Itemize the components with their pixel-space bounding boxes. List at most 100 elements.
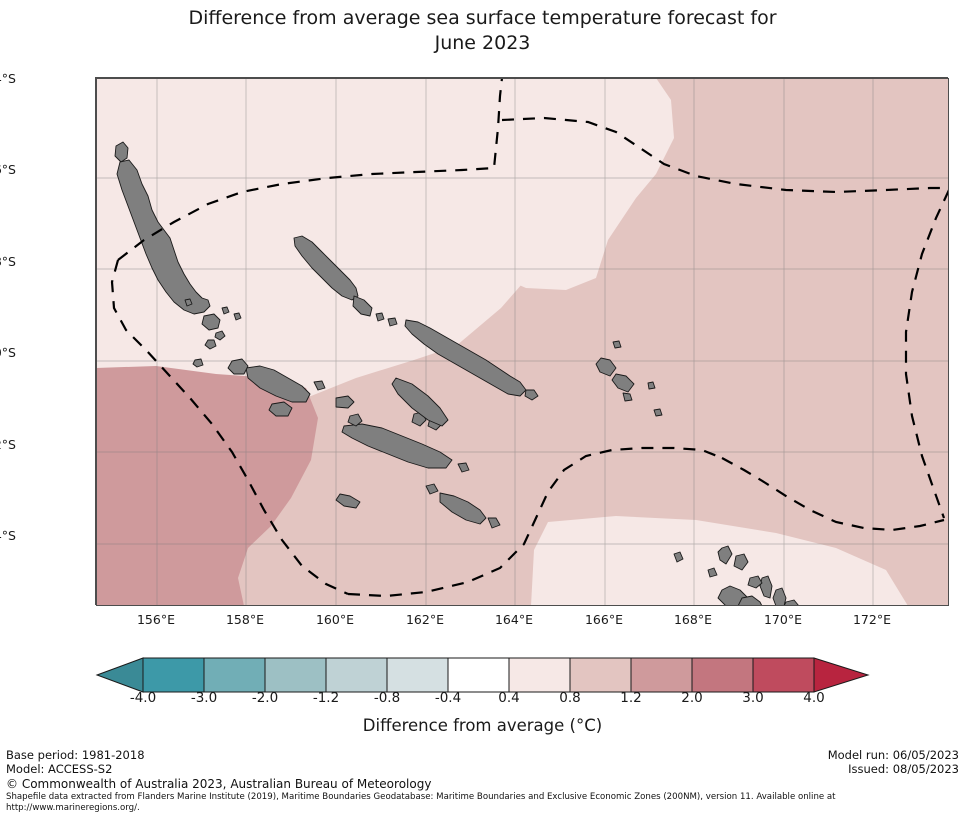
base-period-text: Base period: 1981-2018: [6, 748, 145, 762]
xtick-168e: 168°E: [673, 612, 712, 627]
island-ambrym: [747, 575, 763, 589]
island-dot-c: [647, 381, 656, 390]
island-buka: [114, 141, 129, 163]
island-small-j: [457, 462, 470, 473]
island-banks-b: [673, 551, 684, 563]
island-santa-ana: [487, 517, 501, 529]
island-kolombangara: [227, 358, 249, 375]
xtick-164e: 164°E: [494, 612, 533, 627]
ytick-14s: 14°S: [0, 528, 16, 543]
colorbar-seg-1: [142, 657, 205, 693]
colorbar-tick-0p8: 0.8: [559, 690, 581, 706]
colorbar-seg-11: [752, 657, 815, 693]
island-maewo: [759, 575, 773, 599]
colorbar-tick-0p4: 0.4: [498, 690, 520, 706]
model-text: Model: ACCESS-S2: [6, 762, 113, 776]
sst-anomaly-map: [96, 78, 949, 606]
island-savo: [347, 413, 363, 427]
island-small-a: [214, 330, 226, 341]
eez-boundary-east: [721, 457, 945, 532]
island-pentecost: [772, 587, 787, 606]
island-tikopia: [622, 392, 633, 402]
colorbar-seg-9: [630, 657, 693, 693]
footer-left: Base period: 1981-2018 Model: ACCESS-S2: [6, 748, 145, 776]
colorbar-tick-2p0: 2.0: [681, 690, 703, 706]
island-malakula: [737, 595, 763, 606]
eez-boundary: [110, 78, 949, 598]
page-title: Difference from average sea surface temp…: [0, 6, 965, 56]
colorbar-tick--0p8: -0.8: [373, 690, 401, 706]
island-small-f: [375, 312, 385, 322]
island-small-h: [524, 389, 539, 401]
colorbar-segments: [95, 657, 870, 693]
colorbar-tick--4p0: -4.0: [129, 690, 157, 706]
island-small-d: [233, 312, 242, 321]
island-efate: [783, 599, 800, 606]
colorbar-under-arrow: [95, 657, 144, 693]
model-run-text: Model run: 06/05/2023: [827, 748, 959, 762]
colorbar: [0, 655, 965, 695]
island-choiseul-tail: [352, 295, 373, 317]
colorbar-tick-1p2: 1.2: [620, 690, 642, 706]
colorbar-seg-4: [325, 657, 388, 693]
xtick-170e: 170°E: [763, 612, 802, 627]
colorbar-seg-6: [447, 657, 510, 693]
island-russell: [335, 395, 355, 409]
island-small-g: [387, 317, 398, 327]
colorbar-seg-7: [508, 657, 571, 693]
island-temotu-b: [611, 373, 635, 393]
island-temotu-a: [595, 357, 617, 377]
ytick-8s: 8°S: [0, 254, 16, 269]
colorbar-tick--0p4: -0.4: [434, 690, 462, 706]
colorbar-seg-10: [691, 657, 754, 693]
fill-band-0p4-0p8-se-lobe: [531, 516, 908, 606]
island-vella: [204, 339, 217, 350]
map-plot-area: [95, 77, 949, 606]
issued-text: Issued: 08/05/2023: [848, 762, 959, 776]
island-small-k: [425, 483, 439, 495]
island-shortland: [201, 313, 221, 331]
title-line-1: Difference from average sea surface temp…: [188, 7, 777, 29]
xtick-166e: 166°E: [584, 612, 623, 627]
colorbar-over-arrow: [813, 657, 870, 693]
island-torres: [717, 545, 733, 565]
island-dot-a: [612, 340, 622, 349]
colorbar-tick-3p0: 3.0: [742, 690, 764, 706]
colorbar-tick--1p2: -1.2: [312, 690, 340, 706]
island-banks: [733, 553, 749, 571]
title-line-2: June 2023: [434, 32, 531, 54]
island-rennell: [335, 493, 361, 509]
fill-band-0p4-0p8-north-lobe: [474, 78, 674, 290]
eez-boundary-north: [117, 78, 504, 261]
fill-band-1p2-2p0-sw: [96, 366, 318, 606]
eez-boundary-west: [110, 259, 349, 596]
xtick-162e: 162°E: [405, 612, 444, 627]
ytick-6s: 6°S: [0, 162, 16, 177]
colorbar-seg-2: [203, 657, 266, 693]
island-makira: [439, 492, 487, 525]
landmasses: [114, 141, 800, 606]
colorbar-svg: [95, 657, 870, 693]
colorbar-tick--2p0: -2.0: [251, 690, 279, 706]
island-small-i: [313, 380, 326, 391]
colorbar-title: Difference from average (°C): [362, 716, 603, 735]
colorbar-seg-3: [264, 657, 327, 693]
island-small-l: [707, 567, 718, 578]
island-dot-b: [653, 408, 663, 417]
island-small-b: [184, 298, 193, 307]
island-small-e: [192, 358, 204, 368]
ytick-12s: 12°S: [0, 437, 16, 452]
shapefile-line-2: http://www.marineregions.org/.: [6, 803, 140, 813]
shapefile-line-1: Shapefile data extracted from Flanders M…: [6, 792, 836, 802]
ytick-10s: 10°S: [0, 345, 16, 360]
xtick-158e: 158°E: [225, 612, 264, 627]
colorbar-seg-8: [569, 657, 632, 693]
colorbar-tick-4p0: 4.0: [803, 690, 825, 706]
ytick-4s: 4°S: [0, 71, 16, 86]
xtick-160e: 160°E: [315, 612, 354, 627]
eez-boundary-east-arc: [904, 189, 949, 519]
eez-boundary-south: [347, 446, 723, 598]
colorbar-seg-5: [386, 657, 449, 693]
island-choiseul: [293, 235, 359, 301]
island-small-c: [221, 306, 230, 315]
